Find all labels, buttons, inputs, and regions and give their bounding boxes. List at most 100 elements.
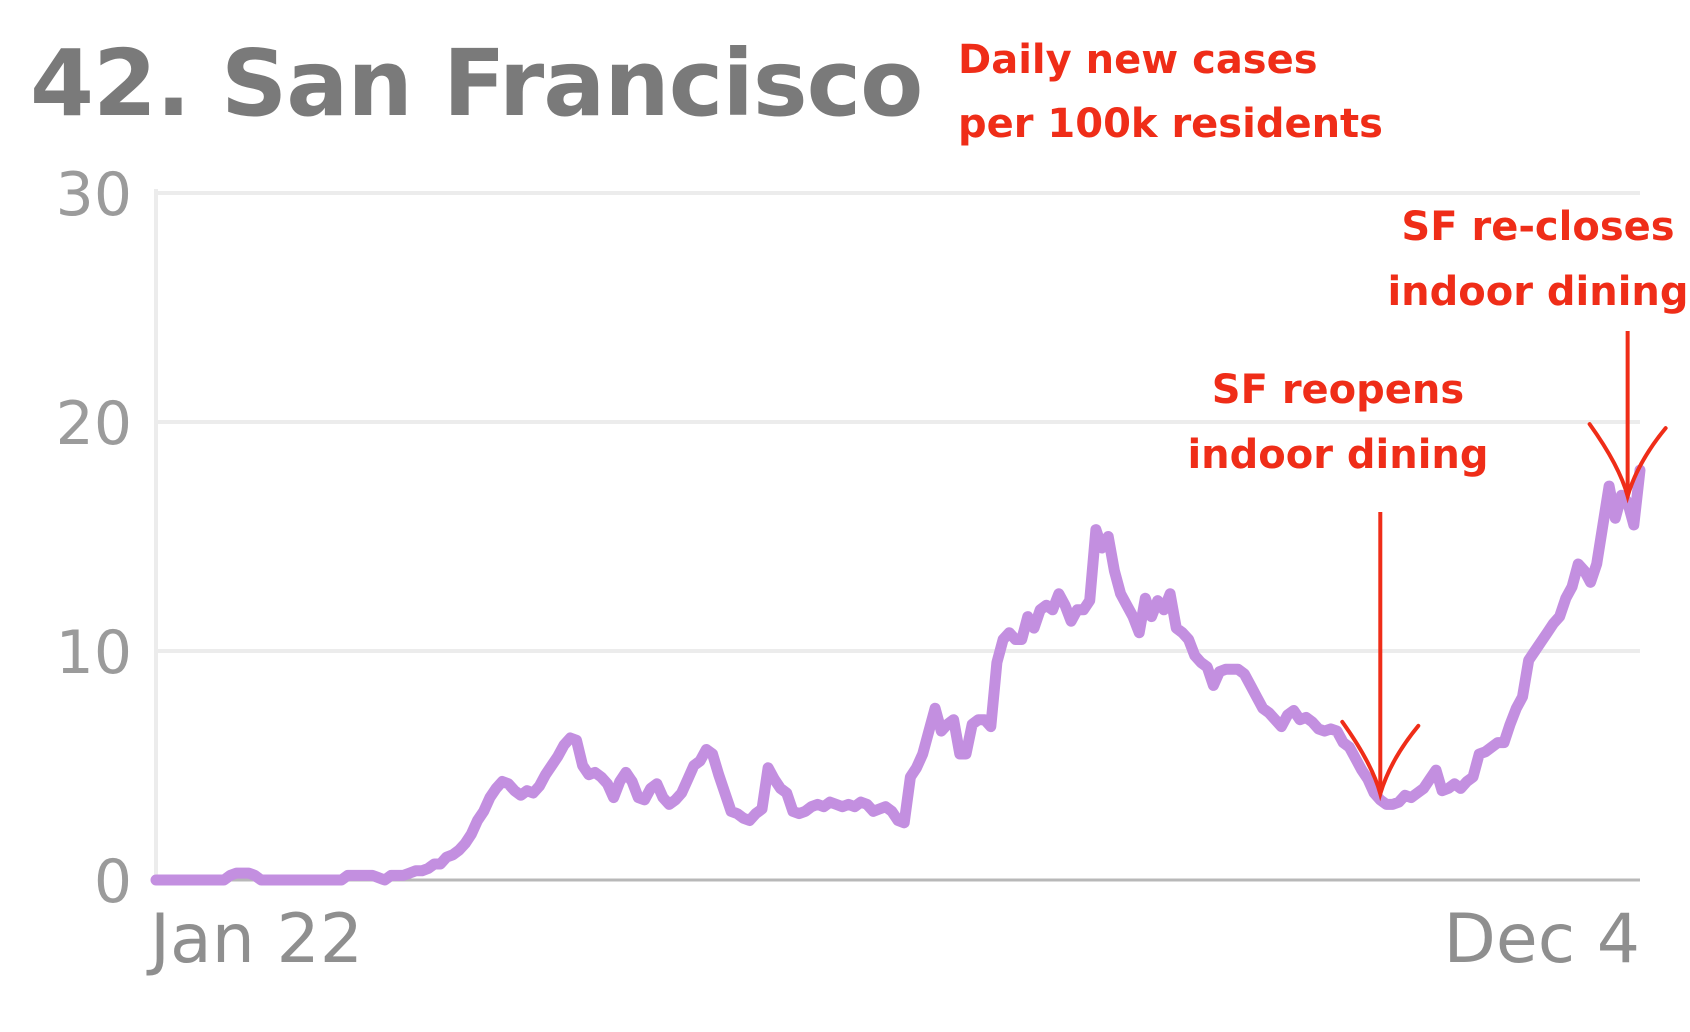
data-point [749, 820, 750, 821]
chart-subtitle: Daily new cases per 100k residents [958, 28, 1383, 156]
data-point [1559, 616, 1560, 617]
data-point [520, 795, 521, 796]
data-point [1485, 751, 1486, 752]
data-point [384, 880, 385, 881]
data-point [675, 799, 676, 800]
data-point [1256, 696, 1257, 697]
data-point [1219, 671, 1220, 672]
data-point [1151, 616, 1152, 617]
data-point [842, 806, 843, 807]
data-point [1423, 788, 1424, 789]
data-point [1411, 797, 1412, 798]
data-point [533, 793, 534, 794]
y-tick-label: 0 [94, 847, 132, 917]
x-tick-label: Jan 22 [146, 900, 363, 979]
data-point [823, 806, 824, 807]
data-point [180, 880, 181, 881]
data-point [310, 880, 311, 881]
data-point [1578, 564, 1579, 565]
data-point [830, 802, 831, 803]
data-point [1027, 616, 1028, 617]
data-point [1553, 623, 1554, 624]
data-point [1120, 593, 1121, 594]
data-point [1250, 685, 1251, 686]
data-point [1213, 685, 1214, 686]
data-point [205, 880, 206, 881]
data-point [1009, 632, 1010, 633]
data-point [1114, 570, 1115, 571]
data-point [811, 806, 812, 807]
data-point [613, 797, 614, 798]
data-point [669, 804, 670, 805]
data-point [489, 797, 490, 798]
data-point [162, 880, 163, 881]
data-point [174, 880, 175, 881]
data-point [1015, 639, 1016, 640]
data-point [298, 880, 299, 881]
data-point [755, 813, 756, 814]
data-point [922, 754, 923, 755]
data-point [607, 783, 608, 784]
data-point [644, 799, 645, 800]
data-point [1454, 783, 1455, 784]
data-point [477, 820, 478, 821]
data-point [1182, 632, 1183, 633]
data-point [217, 880, 218, 881]
data-point [873, 811, 874, 812]
annotation-text-line-1: SF reopens [1212, 367, 1464, 413]
data-point [1170, 593, 1171, 594]
data-point [242, 873, 243, 874]
data-point [347, 875, 348, 876]
data-point [582, 765, 583, 766]
data-point [693, 765, 694, 766]
data-point [1572, 586, 1573, 587]
data-point [1609, 486, 1610, 487]
data-point [1337, 731, 1338, 732]
data-point [1361, 770, 1362, 771]
data-point [1324, 731, 1325, 732]
annotation-text-line-1: SF re-closes [1401, 204, 1674, 250]
data-point [966, 754, 967, 755]
data-point [1367, 779, 1368, 780]
data-point [323, 880, 324, 881]
data-point [168, 880, 169, 881]
data-point [1398, 802, 1399, 803]
annotation-text-line-2: indoor dining [1387, 269, 1688, 315]
data-point [1330, 728, 1331, 729]
data-point [1584, 570, 1585, 571]
data-point [1287, 715, 1288, 716]
data-point [712, 754, 713, 755]
data-point [848, 804, 849, 805]
data-point [483, 811, 484, 812]
data-point [588, 774, 589, 775]
data-point [1602, 525, 1603, 526]
data-point [397, 875, 398, 876]
data-point [211, 880, 212, 881]
data-point [1541, 641, 1542, 642]
series [150, 464, 1646, 886]
data-point [279, 880, 280, 881]
data-point [539, 786, 540, 787]
data-point [1133, 616, 1134, 617]
data-point [762, 809, 763, 810]
data-point [576, 740, 577, 741]
data-point [737, 813, 738, 814]
data-point [595, 772, 596, 773]
data-point [1590, 582, 1591, 583]
data-point [551, 765, 552, 766]
data-point [421, 870, 422, 871]
data-point [156, 880, 157, 881]
data-point [792, 811, 793, 812]
data-point [1534, 651, 1535, 652]
data-point [867, 804, 868, 805]
data-point [1417, 793, 1418, 794]
data-point [1157, 600, 1158, 601]
data-point [1003, 639, 1004, 640]
data-point [1479, 754, 1480, 755]
data-point [261, 880, 262, 881]
data-point [446, 857, 447, 858]
data-point [1355, 758, 1356, 759]
data-point [601, 777, 602, 778]
data-point [935, 708, 936, 709]
